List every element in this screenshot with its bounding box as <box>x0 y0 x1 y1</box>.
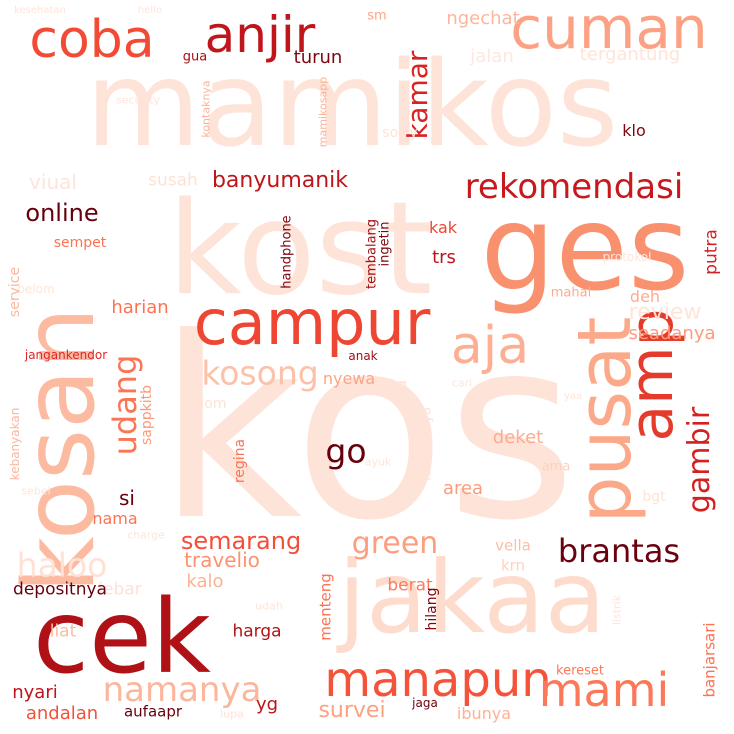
cloud-word: kesehatan <box>14 5 66 16</box>
cloud-word: cek <box>33 578 211 697</box>
cloud-word: harga <box>232 621 282 642</box>
cloud-word: liat <box>49 621 77 642</box>
cloud-word: ingetin <box>377 221 393 267</box>
cloud-word: deket <box>492 427 544 448</box>
cloud-word: gua <box>182 49 208 65</box>
cloud-word: protokol <box>602 250 652 264</box>
cloud-word: lebar <box>98 579 142 600</box>
cloud-word: cuman <box>510 0 708 62</box>
cloud-word: jakaa <box>338 539 606 656</box>
cloud-word: udah <box>255 599 283 613</box>
cloud-word: klo <box>622 121 646 140</box>
cloud-word: cari <box>451 376 473 390</box>
cloud-word: mami <box>538 663 670 717</box>
cloud-word: gambir <box>682 406 717 514</box>
cloud-word: area <box>442 478 484 499</box>
cloud-word: susah <box>148 170 198 191</box>
cloud-word: kosong <box>201 353 319 393</box>
cloud-word: vella <box>495 536 531 555</box>
cloud-word: survei <box>318 698 386 723</box>
cloud-word: viual <box>29 170 77 194</box>
cloud-word: handphone <box>279 215 295 289</box>
cloud-word: nama <box>92 509 138 528</box>
cloud-word: green <box>351 526 439 561</box>
cloud-word: kalo <box>186 571 224 592</box>
cloud-word: kost <box>167 175 433 324</box>
cloud-word: mahal <box>550 285 592 301</box>
cloud-word: kos <box>157 284 577 575</box>
cloud-word: si <box>119 486 135 510</box>
cloud-word: service <box>7 266 23 318</box>
cloud-word: kebanyakan <box>8 407 22 481</box>
cloud-word: kontaknya <box>199 80 213 138</box>
cloud-word: sappkitb <box>139 384 155 446</box>
cloud-word: krn <box>500 556 526 575</box>
cloud-word: yg <box>255 694 279 715</box>
cloud-word: anjir <box>204 6 316 64</box>
cloud-word: seadanya <box>628 323 716 344</box>
cloud-word: listrik <box>610 594 624 626</box>
cloud-word: bgt <box>642 489 666 505</box>
cloud-word: via <box>390 379 411 407</box>
cloud-word: regina <box>232 438 248 484</box>
cloud-word: berat <box>387 575 433 596</box>
cloud-word: sempet <box>53 235 107 251</box>
cloud-word: sm <box>367 8 387 24</box>
cloud-word: review <box>628 300 702 325</box>
cloud-word: ama <box>541 459 571 475</box>
cloud-word: menteng <box>316 573 335 641</box>
cloud-word: haloo <box>16 545 108 585</box>
cloud-word: fasilitasnya <box>419 407 435 481</box>
cloud-word: sorry <box>382 125 418 141</box>
cloud-word: sebel <box>21 484 51 498</box>
cloud-word: depositnya <box>13 579 107 600</box>
cloud-word: campur <box>193 286 431 359</box>
cloud-word: anak <box>348 349 378 363</box>
cloud-word: harian <box>111 297 169 318</box>
cloud-word: manapun <box>324 652 552 708</box>
cloud-word: deh <box>629 287 661 306</box>
cloud-word: jalan <box>470 46 514 67</box>
cloud-word: nyewa <box>322 369 376 388</box>
cloud-word: go <box>325 431 367 471</box>
cloud-word: aic <box>513 381 529 395</box>
cloud-word: charge <box>127 528 165 542</box>
cloud-word: blom <box>191 396 227 412</box>
cloud-word: mamikos <box>85 35 619 173</box>
cloud-word: tergantung <box>579 44 681 65</box>
cloud-word: ibunya <box>456 704 512 723</box>
cloud-word: semarang <box>180 527 302 555</box>
cloud-word: belom <box>17 282 55 296</box>
cloud-word: putra <box>701 229 722 275</box>
cloud-word: kak <box>428 218 458 237</box>
cloud-word: ngechat <box>446 8 520 29</box>
cloud-word: jangankendor <box>24 348 108 362</box>
cloud-word: ayuk <box>364 455 392 469</box>
cloud-word: hilang <box>424 587 440 631</box>
cloud-word: nyari <box>12 682 58 703</box>
cloud-word: banyumanik <box>211 168 349 193</box>
cloud-word: hello <box>137 5 163 16</box>
cloud-word: kereset <box>556 663 604 679</box>
cloud-word: travelio <box>184 548 260 572</box>
cloud-word: online <box>25 199 99 227</box>
cloud-word: ges <box>480 179 690 317</box>
cloud-word: mamikosapp <box>316 76 330 148</box>
cloud-word: turun <box>293 47 343 68</box>
cloud-word: andalan <box>25 703 99 724</box>
cloud-word: rekomendasi <box>464 167 684 207</box>
cloud-word: udang <box>106 354 144 456</box>
cloud-word: jaga <box>412 696 438 710</box>
cloud-word: security <box>116 93 160 107</box>
cloud-word: aja <box>450 316 530 376</box>
cloud-word: brantas <box>557 532 681 570</box>
cloud-word: lupa <box>220 707 244 721</box>
cloud-word: banjarsari <box>700 622 719 698</box>
cloud-word: aufaapr <box>123 702 183 721</box>
cloud-word: namanya <box>102 670 262 710</box>
cloud-word: trs <box>432 247 456 268</box>
cloud-word: coba <box>29 10 155 70</box>
cloud-word: yaa <box>563 391 583 402</box>
